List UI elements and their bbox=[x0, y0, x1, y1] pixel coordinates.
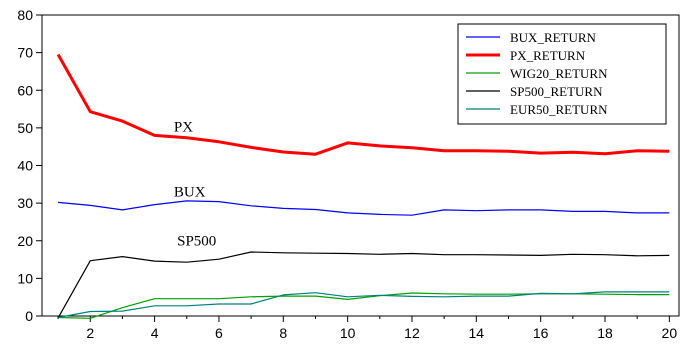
legend-entry: EUR50_RETURN bbox=[510, 102, 608, 117]
y-tick-label: 40 bbox=[17, 158, 33, 174]
series-line-eur50-return bbox=[57, 291, 670, 319]
y-tick-label: 30 bbox=[17, 195, 33, 211]
x-tick-label: 12 bbox=[404, 325, 420, 341]
x-tick-label: 18 bbox=[597, 325, 613, 341]
plot-area bbox=[56, 53, 670, 319]
x-tick-label: 10 bbox=[340, 325, 356, 341]
x-tick-label: 2 bbox=[86, 325, 94, 341]
legend-entry: WIG20_RETURN bbox=[510, 66, 608, 81]
x-tick-label: 20 bbox=[662, 325, 678, 341]
y-tick-label: 70 bbox=[17, 45, 33, 61]
x-tick-label: 6 bbox=[215, 325, 223, 341]
legend-entry: SP500_RETURN bbox=[510, 84, 603, 99]
series-line-px-return bbox=[56, 53, 670, 156]
legend-entry: BUX_RETURN bbox=[510, 30, 597, 45]
x-tick-label: 16 bbox=[533, 325, 549, 341]
x-axis: 2 4 6 8 10 12 14 16 18 20 bbox=[57, 316, 678, 341]
y-tick-label: 60 bbox=[17, 82, 33, 98]
x-tick-label: 14 bbox=[469, 325, 485, 341]
y-tick-label: 20 bbox=[17, 233, 33, 249]
legend-entry: PX_RETURN bbox=[510, 48, 586, 63]
y-tick-label: 50 bbox=[17, 120, 33, 136]
y-axis: 0 10 20 30 40 50 60 70 80 bbox=[17, 7, 42, 324]
y-tick-label: 10 bbox=[17, 270, 33, 286]
annotation-px: PX bbox=[174, 120, 193, 136]
annotation-bux: BUX bbox=[174, 185, 206, 201]
x-tick-label: 8 bbox=[279, 325, 287, 341]
series-line-wig20-return bbox=[58, 292, 670, 319]
series-line-bux-return bbox=[58, 200, 670, 216]
annotation-sp500: SP500 bbox=[177, 234, 216, 250]
legend: BUX_RETURN PX_RETURN WIG20_RETURN SP500_RET… bbox=[457, 23, 667, 125]
y-tick-label: 0 bbox=[25, 308, 33, 324]
legend-box bbox=[457, 23, 667, 125]
x-tick-label: 4 bbox=[151, 325, 159, 341]
y-tick-label: 80 bbox=[17, 7, 33, 23]
series-line-sp500-return bbox=[57, 251, 670, 319]
